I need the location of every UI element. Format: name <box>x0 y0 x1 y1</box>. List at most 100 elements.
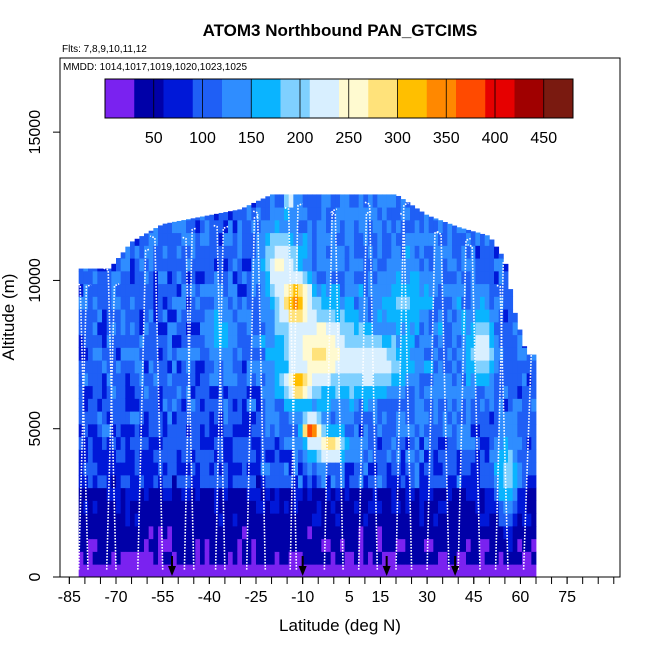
heatmap-cell <box>298 258 303 271</box>
heatmap-cell <box>153 475 158 488</box>
heatmap-cell <box>195 424 200 437</box>
heatmap-cell <box>424 347 429 360</box>
heatmap-cell <box>438 564 443 577</box>
heatmap-cell <box>116 539 121 552</box>
heatmap-cell <box>307 245 312 258</box>
heatmap-cell <box>251 449 256 462</box>
heatmap-cell <box>158 437 163 450</box>
heatmap-cell <box>247 296 252 309</box>
heatmap-cell <box>121 462 126 475</box>
heatmap-cell <box>438 322 443 335</box>
heatmap-cell <box>419 513 424 526</box>
heatmap-cell <box>200 271 205 284</box>
heatmap-cell <box>508 437 513 450</box>
heatmap-cell <box>508 526 513 539</box>
heatmap-cell <box>172 513 177 526</box>
heatmap-cell <box>317 437 322 450</box>
heatmap-cell <box>158 245 163 258</box>
heatmap-cell <box>419 398 424 411</box>
heatmap-cell <box>387 347 392 360</box>
heatmap-cell <box>382 513 387 526</box>
heatmap-cell <box>480 539 485 552</box>
heatmap-cell <box>401 526 406 539</box>
heatmap-cell <box>242 526 247 539</box>
heatmap-cell <box>307 513 312 526</box>
heatmap-cell <box>345 258 350 271</box>
heatmap-cell <box>125 475 130 488</box>
heatmap-cell <box>284 296 289 309</box>
heatmap-cell <box>466 488 471 501</box>
heatmap-cell <box>438 386 443 399</box>
heatmap-cell <box>93 373 98 386</box>
heatmap-cell <box>279 513 284 526</box>
heatmap-cell <box>335 500 340 513</box>
heatmap-cell <box>359 309 364 322</box>
heatmap-cell <box>377 539 382 552</box>
heatmap-cell <box>97 437 102 450</box>
heatmap-cell <box>359 207 364 220</box>
heatmap-cell <box>466 424 471 437</box>
heatmap-cell <box>130 462 135 475</box>
heatmap-cell <box>205 360 210 373</box>
heatmap-cell <box>363 360 368 373</box>
heatmap-cell <box>382 398 387 411</box>
heatmap-cell <box>508 475 513 488</box>
heatmap-cell <box>102 539 107 552</box>
heatmap-cell <box>223 360 228 373</box>
heatmap-cell <box>284 347 289 360</box>
heatmap-cell <box>102 475 107 488</box>
heatmap-cell <box>303 437 308 450</box>
heatmap-cell <box>377 437 382 450</box>
heatmap-cell <box>242 296 247 309</box>
heatmap-cell <box>391 424 396 437</box>
heatmap-cell <box>433 526 438 539</box>
heatmap-cell <box>242 513 247 526</box>
heatmap-cell <box>158 258 163 271</box>
heatmap-cell <box>321 296 326 309</box>
heatmap-cell <box>489 500 494 513</box>
heatmap-cell <box>349 373 354 386</box>
heatmap-cell <box>466 551 471 564</box>
heatmap-cell <box>205 220 210 233</box>
heatmap-cell <box>485 271 490 284</box>
heatmap-cell <box>503 271 508 284</box>
heatmap-cell <box>195 475 200 488</box>
heatmap-cell <box>345 551 350 564</box>
heatmap-cell <box>237 335 242 348</box>
heatmap-cell <box>195 220 200 233</box>
heatmap-cell <box>368 526 373 539</box>
heatmap-cell <box>354 233 359 246</box>
heatmap-cell <box>279 475 284 488</box>
heatmap-cell <box>387 386 392 399</box>
heatmap-cell <box>461 526 466 539</box>
heatmap-cell <box>415 245 420 258</box>
heatmap-cell <box>321 284 326 297</box>
heatmap-cell <box>303 284 308 297</box>
heatmap-cell <box>270 258 275 271</box>
heatmap-cell <box>359 322 364 335</box>
heatmap-cell <box>373 322 378 335</box>
heatmap-cell <box>237 411 242 424</box>
heatmap-cell <box>261 335 266 348</box>
heatmap-cell <box>275 373 280 386</box>
heatmap-cell <box>265 462 270 475</box>
heatmap-cell <box>331 437 336 450</box>
heatmap-cell <box>307 322 312 335</box>
heatmap-cell <box>349 437 354 450</box>
heatmap-cell <box>461 539 466 552</box>
heatmap-cell <box>401 500 406 513</box>
heatmap-cell <box>377 347 382 360</box>
heatmap-cell <box>242 437 247 450</box>
heatmap-cell <box>345 398 350 411</box>
heatmap-cell <box>452 500 457 513</box>
heatmap-cell <box>125 386 130 399</box>
heatmap-cell <box>195 411 200 424</box>
heatmap-cell <box>177 475 182 488</box>
heatmap-cell <box>144 526 149 539</box>
heatmap-cell <box>172 449 177 462</box>
heatmap-cell <box>172 335 177 348</box>
heatmap-cell <box>475 335 480 348</box>
heatmap-cell <box>377 462 382 475</box>
heatmap-cell <box>102 284 107 297</box>
heatmap-cell <box>377 296 382 309</box>
